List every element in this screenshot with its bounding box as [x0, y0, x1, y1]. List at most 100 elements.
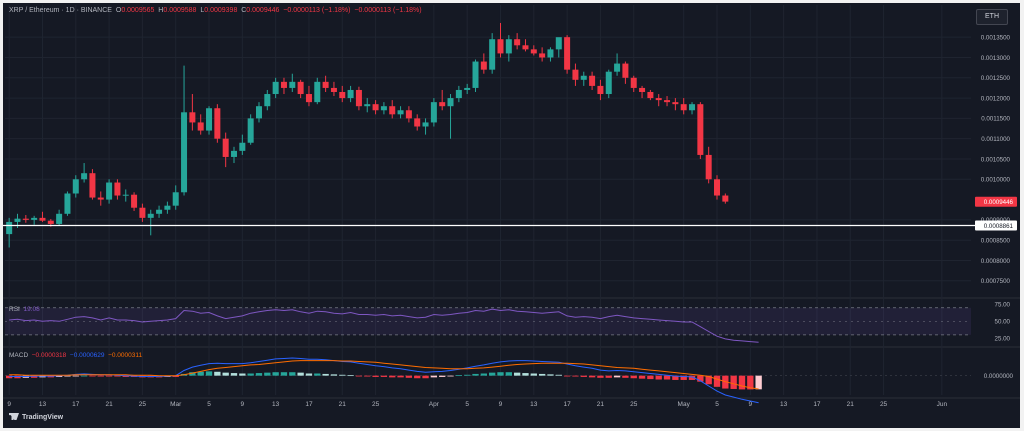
candle-body — [31, 217, 38, 220]
candle-body — [405, 110, 412, 119]
macd-hist-bar — [230, 373, 238, 376]
macd-hist-bar — [280, 372, 288, 376]
candle-body — [497, 39, 504, 54]
candle-body — [714, 179, 721, 196]
candle-body — [680, 104, 687, 111]
candle-body — [122, 194, 129, 196]
date-label: 13 — [780, 401, 788, 408]
candle-body — [197, 122, 204, 131]
macd-hist-bar — [72, 375, 79, 377]
date-label: 5 — [207, 401, 211, 408]
macd-hist-bar — [380, 375, 388, 377]
rsi-value: 19.08 — [23, 306, 40, 313]
macd-hist-bar — [755, 375, 762, 390]
macd-hist-bar — [572, 375, 579, 377]
macd-hist-bar — [513, 372, 521, 376]
candle-body — [22, 218, 29, 220]
macd-hist-bar — [672, 375, 679, 380]
macd-hist-bar — [455, 375, 463, 377]
candle-body — [580, 75, 587, 80]
date-label: 21 — [105, 401, 113, 408]
candle-body — [347, 89, 354, 99]
macd-hist-bar — [555, 374, 562, 376]
date-label: 13 — [530, 401, 538, 408]
macd-hist-bar — [172, 375, 179, 377]
candle-body — [430, 102, 437, 123]
candle-body — [655, 98, 662, 101]
candle-body — [364, 104, 371, 107]
price-tick-label: 0.0007500 — [981, 278, 1011, 285]
candle-body — [514, 39, 521, 46]
macd-hist-bar — [322, 373, 329, 376]
candle-body — [355, 89, 362, 107]
price-tick-label: 0.0010000 — [981, 177, 1011, 184]
date-label: 5 — [465, 401, 469, 408]
macd-legend[interactable]: MACD −0.0000318 −0.0000629 −0.0000311 — [9, 352, 142, 359]
macd-hist-bar — [439, 375, 446, 377]
candle-body — [372, 104, 379, 111]
date-label: 17 — [563, 401, 571, 408]
price-tick-label: 0.0013000 — [981, 55, 1011, 62]
candle-body — [330, 87, 337, 92]
price-tick-label: 0.0012000 — [981, 95, 1011, 102]
candle-body — [722, 195, 729, 202]
macd-signal-line — [9, 360, 759, 390]
macd-hist-bar — [389, 375, 396, 378]
macd-hist-bar — [305, 373, 313, 376]
macd-hist-bar — [522, 373, 529, 376]
low-label: L — [200, 7, 205, 14]
macd-hist-bar — [247, 373, 254, 376]
candle-body — [689, 104, 696, 111]
ticker-info: XRP / Ethereum · 1D · BINANCE O0.0009565… — [9, 7, 422, 14]
macd-hist-bar — [688, 375, 696, 380]
date-label: 21 — [339, 401, 347, 408]
candle-body — [647, 91, 654, 99]
macd-hist-bar — [314, 373, 321, 376]
macd-hist-bar — [447, 375, 454, 377]
macd-hist-bar — [355, 375, 363, 377]
macd-hist-bar — [730, 375, 737, 389]
candle-body — [106, 182, 113, 200]
macd-hist-bar — [239, 373, 246, 376]
candle-body — [222, 138, 229, 157]
macd-hist-bar — [405, 375, 413, 378]
chart-frame: 9 13 17 21 25 Mar 5 9 13 17 21 25 Apr 5 9 13 17 21 25 May 5 9… — [3, 3, 1020, 428]
date-label: 9 — [241, 401, 245, 408]
macd-hist-bar — [80, 375, 88, 377]
date-label: Mar — [170, 401, 182, 408]
macd-hist-bar — [655, 375, 662, 380]
rsi-legend[interactable]: RSI 19.08 — [9, 306, 40, 313]
macd-hist-bar — [563, 375, 571, 377]
macd-signal-value: −0.0000311 — [108, 352, 143, 359]
close-value: 0.0009446 — [246, 7, 280, 14]
candle-body — [564, 37, 571, 70]
candle-body — [555, 37, 562, 50]
candle-body — [89, 173, 96, 198]
macd-hist-bar — [530, 373, 537, 376]
macd-hist-bar — [330, 374, 338, 376]
macd-hist-bar — [255, 373, 263, 376]
macd-hist-bar — [189, 372, 196, 376]
macd-hist-bar — [663, 375, 671, 380]
date-label: May — [678, 401, 691, 408]
price-tick-label: 0.0013500 — [981, 34, 1011, 41]
candle-body — [597, 85, 604, 95]
macd-hist-bar — [588, 375, 596, 378]
date-label: 17 — [305, 401, 313, 408]
date-label: Apr — [429, 401, 440, 408]
candle-body — [472, 61, 479, 88]
macd-hist-bar — [430, 375, 438, 378]
current-price-tag — [975, 196, 1017, 207]
date-label: 17 — [72, 401, 80, 408]
currency-button[interactable]: ETH — [976, 9, 1008, 25]
candle-body — [539, 53, 546, 58]
macd-line-value: −0.0000629 — [69, 352, 105, 359]
chart-canvas[interactable]: 9 13 17 21 25 Mar 5 9 13 17 21 25 Apr 5 9 13 17 21 25 May 5 9… — [3, 3, 1020, 428]
candle-body — [289, 81, 296, 88]
candle-body — [231, 150, 238, 157]
tradingview-logo[interactable]: TradingView — [9, 413, 63, 421]
current-price-label: 0.0009446 — [984, 199, 1014, 206]
candle-body — [422, 122, 429, 127]
date-label: 25 — [630, 401, 638, 408]
macd-hist-bar — [372, 375, 379, 377]
